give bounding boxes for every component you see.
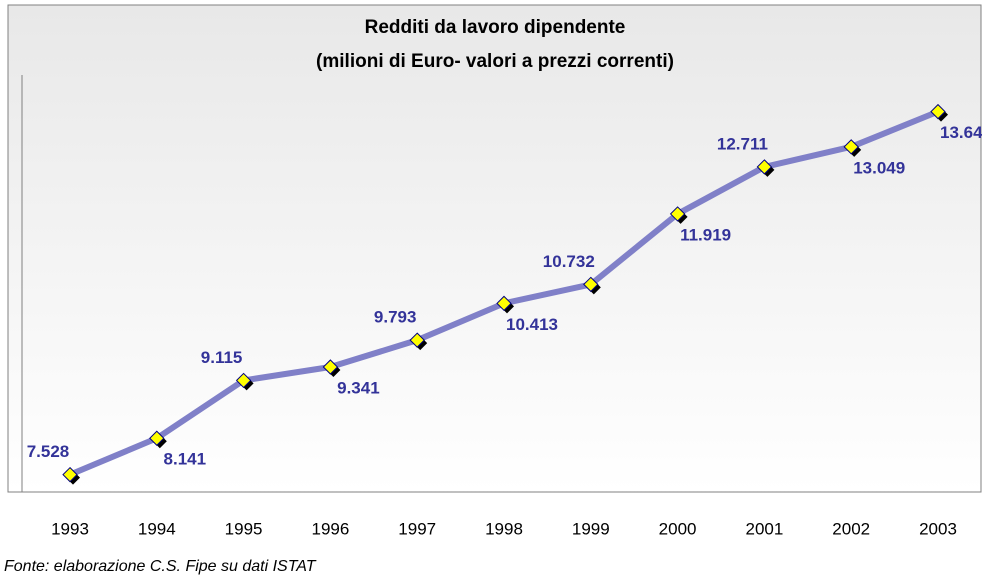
data-label: 9.115 — [201, 348, 243, 367]
x-tick-label: 2002 — [832, 519, 870, 538]
x-tick-label: 1993 — [51, 519, 89, 538]
source-note: Fonte: elaborazione C.S. Fipe su dati IS… — [4, 558, 317, 575]
data-label: 10.413 — [506, 315, 558, 334]
chart-title: Redditi da lavoro dipendente — [365, 17, 626, 38]
data-marker — [756, 159, 773, 175]
data-label: 13.642 — [940, 123, 982, 142]
data-marker — [843, 139, 859, 155]
data-label: 9.341 — [337, 378, 380, 397]
data-marker — [62, 466, 78, 483]
x-tick-label: 2000 — [659, 519, 697, 538]
data-marker — [149, 430, 165, 446]
x-tick-label: 1999 — [572, 519, 610, 538]
data-label: 10.732 — [543, 252, 595, 271]
x-tick-label: 1998 — [485, 519, 523, 538]
x-tick-label: 1996 — [311, 519, 349, 538]
data-label: 12.711 — [717, 134, 768, 153]
x-tick-label: 2001 — [745, 519, 783, 538]
data-label: 7.528 — [27, 442, 70, 461]
data-marker — [496, 295, 512, 312]
data-marker — [930, 103, 946, 120]
data-marker — [583, 276, 599, 293]
data-marker — [409, 332, 425, 348]
data-label: 8.141 — [164, 450, 207, 469]
data-label: 9.793 — [374, 308, 417, 327]
data-marker — [235, 372, 252, 389]
data-marker — [669, 206, 686, 222]
x-tick-label: 1995 — [225, 519, 263, 538]
x-tick-label: 1994 — [138, 519, 176, 538]
x-tick-label: 2003 — [919, 519, 957, 538]
chart-subtitle: (milioni di Euro- valori a prezzi corren… — [316, 51, 674, 72]
plot-area — [7, 4, 982, 493]
data-label: 13.049 — [853, 158, 905, 177]
data-marker — [322, 359, 339, 375]
x-tick-label: 1997 — [398, 519, 436, 538]
data-label: 11.919 — [680, 225, 731, 244]
